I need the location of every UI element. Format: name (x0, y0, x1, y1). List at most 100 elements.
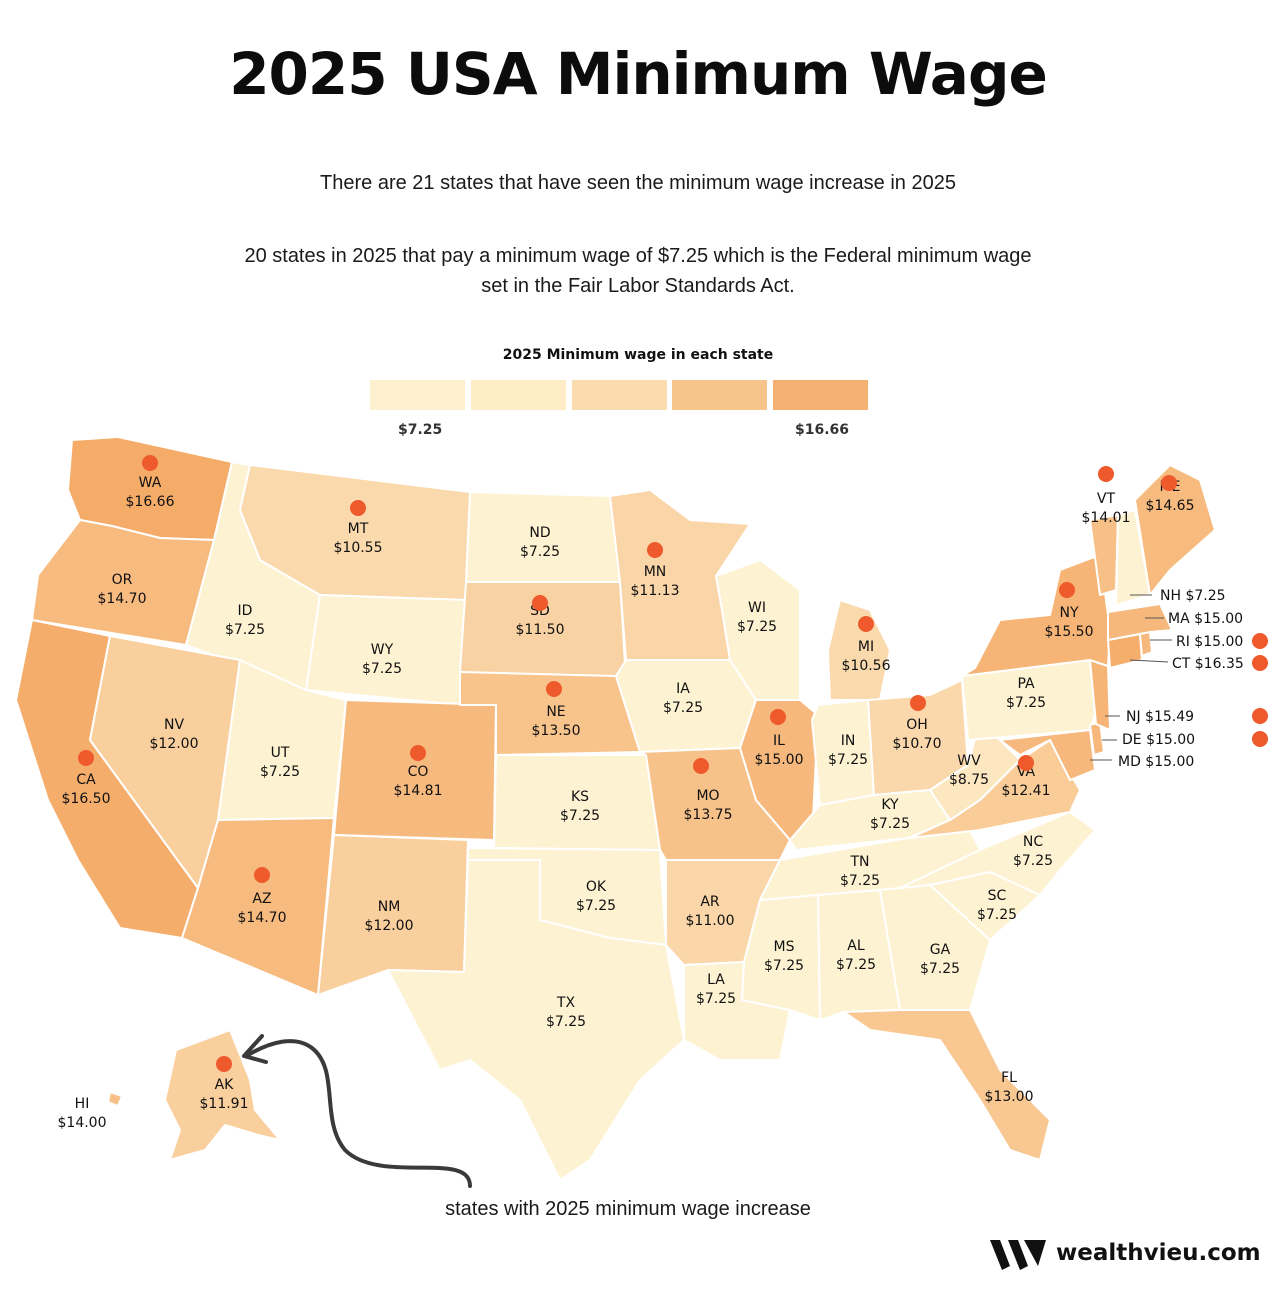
state-ma[interactable] (1107, 603, 1173, 641)
state-label-vt: VT (1097, 491, 1116, 507)
state-code-ma: MA (1168, 611, 1190, 627)
state-wage-mn: $11.13 (631, 583, 680, 599)
state-wage-ny: $15.50 (1045, 624, 1094, 640)
state-label-nd: ND (529, 525, 550, 541)
legend-swatch-5 (773, 380, 868, 410)
increase-dot-ny (1059, 582, 1075, 598)
state-label-ak: AK (215, 1077, 235, 1093)
state-label-ne: NE (546, 704, 565, 720)
state-wage-az: $14.70 (238, 910, 287, 926)
increase-dot-ak (216, 1056, 232, 1072)
state-wage-la: $7.25 (696, 991, 736, 1007)
state-label-nh: NH $7.25 (1160, 588, 1226, 604)
state-code-de: DE (1122, 732, 1142, 748)
state-wage-ca: $16.50 (62, 791, 111, 807)
state-wage-ky: $7.25 (870, 816, 910, 832)
state-wage-ia: $7.25 (663, 700, 703, 716)
state-az[interactable] (181, 817, 335, 996)
state-label-hi: HI (75, 1096, 90, 1112)
state-label-pa: PA (1017, 676, 1035, 692)
state-ak[interactable] (164, 1029, 281, 1161)
state-label-mo: MO (696, 788, 719, 804)
state-wage-al: $7.25 (836, 957, 876, 973)
state-label-ia: IA (676, 681, 690, 697)
state-wv[interactable] (929, 719, 1021, 821)
increase-dot-mt (350, 500, 366, 516)
annotation-arrowhead (242, 1034, 268, 1064)
state-wage-mt: $10.55 (334, 540, 383, 556)
wealthvieu-logo-icon (990, 1240, 1046, 1270)
state-wage-wv: $8.75 (949, 772, 989, 788)
state-code-ri: RI (1176, 634, 1190, 650)
state-wage-il: $15.00 (755, 752, 804, 768)
state-wage-nd: $7.25 (520, 544, 560, 560)
state-label-nj: NJ $15.49 (1126, 709, 1194, 725)
state-label-wy: WY (371, 642, 394, 658)
subtitle-federal-line2: set in the Fair Labor Standards Act. (481, 275, 795, 297)
state-label-oh: OH (906, 717, 928, 733)
state-label-wa: WA (139, 475, 162, 491)
state-wage-nv: $12.00 (150, 736, 199, 752)
state-nc[interactable] (899, 811, 1096, 896)
state-label-tx: TX (556, 995, 576, 1011)
state-label-wv: WV (957, 753, 981, 769)
state-wage-ms: $7.25 (764, 958, 804, 974)
state-tx[interactable] (387, 859, 685, 1181)
state-wage-in: $7.25 (828, 752, 868, 768)
state-label-ms: MS (774, 939, 795, 955)
state-wage-or: $14.70 (98, 591, 147, 607)
increase-dot-az (254, 867, 270, 883)
state-label-id: ID (238, 603, 253, 619)
state-wage-ar: $11.00 (686, 913, 735, 929)
state-wage-de: $15.00 (1142, 732, 1195, 748)
state-label-ny: NY (1059, 605, 1078, 621)
state-wage-nj: $15.49 (1141, 709, 1194, 725)
state-wage-hi: $14.00 (58, 1115, 107, 1131)
state-wage-ut: $7.25 (260, 764, 300, 780)
state-fl[interactable] (843, 1009, 1051, 1161)
state-label-la: LA (707, 972, 725, 988)
subtitle-increase: There are 21 states that have seen the m… (320, 172, 956, 194)
state-label-or: OR (112, 572, 133, 588)
annotation-text: states with 2025 minimum wage increase (445, 1198, 811, 1220)
state-label-de: DE $15.00 (1122, 732, 1195, 748)
state-wage-wa: $16.66 (126, 494, 175, 510)
state-label-ma: MA $15.00 (1168, 611, 1243, 627)
annotation-arrow (246, 1039, 472, 1188)
state-wage-nh: $7.25 (1181, 588, 1226, 604)
state-label-md: MD $15.00 (1118, 754, 1194, 770)
state-wage-wi: $7.25 (737, 619, 777, 635)
state-label-ut: UT (271, 745, 290, 761)
state-label-al: AL (847, 938, 865, 954)
legend-min-label: $7.25 (398, 422, 443, 438)
legend-max-label: $16.66 (795, 422, 850, 438)
increase-dot-mn (647, 542, 663, 558)
state-label-nv: NV (164, 717, 184, 733)
state-label-il: IL (773, 733, 785, 749)
increase-dot-co (410, 745, 426, 761)
subtitle-federal-line1: 20 states in 2025 that pay a minimum wag… (244, 245, 1032, 267)
increase-dot-ca (78, 750, 94, 766)
state-hi[interactable] (107, 1091, 123, 1107)
state-wage-tn: $7.25 (840, 873, 880, 889)
legend-swatch-4 (672, 380, 767, 410)
state-wage-me: $14.65 (1146, 498, 1195, 514)
state-wage-mi: $10.56 (842, 658, 891, 674)
state-code-nh: NH (1160, 588, 1181, 604)
state-label-ky: KY (881, 797, 899, 813)
increase-dot-sd (532, 595, 548, 611)
increase-dot-ct (1252, 655, 1268, 671)
state-wage-tx: $7.25 (546, 1014, 586, 1030)
state-ny[interactable] (961, 554, 1111, 677)
increase-dot-mo (693, 758, 709, 774)
state-label-ok: OK (586, 879, 607, 895)
state-code-ct: CT (1172, 656, 1191, 672)
state-ri[interactable] (1139, 631, 1153, 657)
increase-dot-va (1018, 755, 1034, 771)
state-wage-fl: $13.00 (985, 1089, 1034, 1105)
state-wage-nm: $12.00 (365, 918, 414, 934)
state-label-mn: MN (644, 564, 667, 580)
increase-dot-ne (546, 681, 562, 697)
state-label-fl: FL (1001, 1070, 1017, 1086)
